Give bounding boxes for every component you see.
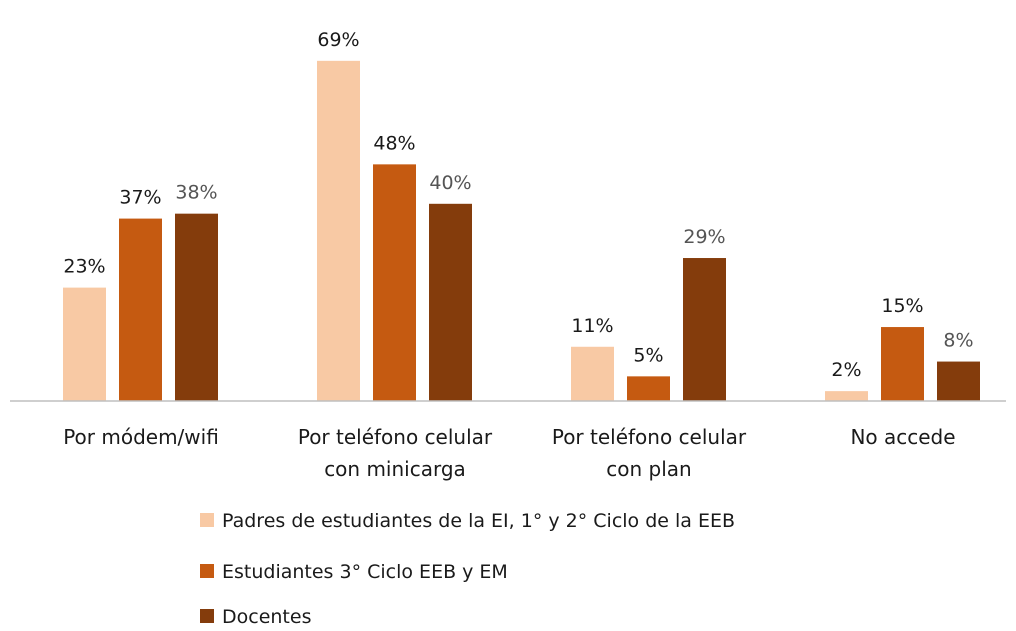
- data-label-series1-cat2: 69%: [317, 29, 359, 51]
- bar-series3-cat1: [175, 213, 218, 401]
- data-label-series2-cat2: 48%: [373, 132, 415, 154]
- category-label-2-line1: Por teléfono celular: [298, 425, 493, 449]
- legend: Padres de estudiantes de la EI, 1° y 2° …: [200, 510, 735, 628]
- legend-swatch-2: [200, 564, 214, 578]
- bar-series2-cat1: [119, 218, 162, 401]
- bar-series2-cat2: [373, 164, 416, 401]
- bar-series3-cat4: [937, 361, 980, 401]
- legend-label-2: Estudiantes 3° Ciclo EEB y EM: [222, 561, 508, 583]
- bar-series2-cat4: [881, 327, 924, 401]
- legend-swatch-3: [200, 609, 214, 623]
- data-label-series3-cat1: 38%: [175, 182, 217, 204]
- data-label-series1-cat3: 11%: [571, 315, 613, 337]
- value-labels-group: 23% 69% 11% 2% 37% 48% 5% 15% 38% 40% 29% 8%: [63, 29, 973, 381]
- data-label-series2-cat4: 15%: [881, 295, 923, 317]
- bar-series2-cat3: [627, 376, 670, 401]
- legend-label-1: Padres de estudiantes de la EI, 1° y 2° …: [222, 510, 735, 532]
- category-label-3-line1: Por teléfono celular: [552, 425, 747, 449]
- bars-group: [63, 60, 980, 401]
- data-label-series2-cat1: 37%: [119, 187, 161, 209]
- data-label-series3-cat4: 8%: [943, 330, 973, 352]
- category-labels-group: Por módem/wifi Por teléfono celular con mi…: [63, 425, 955, 481]
- legend-swatch-1: [200, 513, 214, 527]
- category-label-4: No accede: [850, 425, 955, 449]
- category-label-1: Por módem/wifi: [63, 425, 219, 449]
- data-label-series2-cat3: 5%: [633, 344, 663, 366]
- category-label-3-line2: con plan: [606, 457, 691, 481]
- data-label-series1-cat4: 2%: [831, 359, 861, 381]
- data-label-series3-cat2: 40%: [429, 172, 471, 194]
- bar-series1-cat1: [63, 287, 106, 401]
- data-label-series3-cat3: 29%: [683, 226, 725, 248]
- legend-label-3: Docentes: [222, 606, 311, 628]
- bar-series1-cat2: [317, 60, 360, 401]
- bar-series3-cat3: [683, 258, 726, 401]
- bar-series1-cat4: [825, 391, 868, 401]
- bar-series1-cat3: [571, 346, 614, 401]
- data-label-series1-cat1: 23%: [63, 256, 105, 278]
- category-label-2-line2: con minicarga: [324, 457, 466, 481]
- bar-series3-cat2: [429, 203, 472, 401]
